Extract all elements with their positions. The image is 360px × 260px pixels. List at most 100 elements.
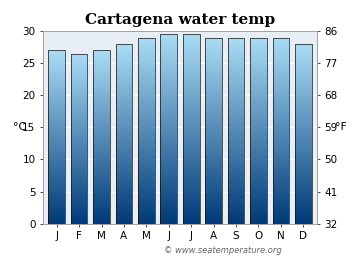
- Bar: [93, 53, 110, 55]
- Bar: [183, 94, 200, 96]
- Bar: [138, 135, 155, 137]
- Bar: [295, 153, 312, 155]
- Bar: [228, 93, 244, 95]
- Bar: [138, 51, 155, 53]
- Bar: [138, 101, 155, 103]
- Bar: [295, 123, 312, 125]
- Bar: [183, 137, 200, 139]
- Bar: [138, 120, 155, 121]
- Bar: [295, 113, 312, 114]
- Bar: [250, 81, 267, 83]
- Bar: [183, 60, 200, 61]
- Bar: [295, 126, 312, 128]
- Bar: [250, 78, 267, 80]
- Bar: [160, 105, 177, 107]
- Bar: [228, 76, 244, 78]
- Bar: [250, 41, 267, 42]
- Bar: [250, 84, 267, 86]
- Bar: [273, 196, 289, 197]
- Bar: [205, 191, 222, 193]
- Bar: [183, 203, 200, 205]
- Bar: [116, 188, 132, 189]
- Bar: [205, 45, 222, 47]
- Bar: [116, 55, 132, 56]
- Bar: [138, 73, 155, 75]
- Bar: [48, 55, 65, 56]
- Bar: [205, 106, 222, 107]
- Bar: [71, 90, 87, 92]
- Bar: [250, 50, 267, 51]
- Bar: [295, 194, 312, 195]
- Bar: [205, 151, 222, 152]
- Bar: [116, 173, 132, 174]
- Bar: [138, 129, 155, 131]
- Bar: [183, 71, 200, 72]
- Bar: [48, 130, 65, 131]
- Bar: [228, 90, 244, 92]
- Bar: [160, 60, 177, 61]
- Bar: [48, 117, 65, 118]
- Bar: [160, 153, 177, 154]
- Bar: [273, 180, 289, 182]
- Bar: [71, 119, 87, 120]
- Bar: [71, 92, 87, 93]
- Bar: [273, 114, 289, 115]
- Bar: [71, 158, 87, 160]
- Bar: [205, 200, 222, 202]
- Bar: [295, 50, 312, 51]
- Bar: [295, 180, 312, 182]
- Bar: [71, 83, 87, 85]
- Bar: [250, 114, 267, 115]
- Bar: [93, 216, 110, 218]
- Bar: [273, 48, 289, 50]
- Bar: [250, 172, 267, 174]
- Bar: [138, 59, 155, 61]
- Bar: [183, 124, 200, 126]
- Bar: [160, 151, 177, 153]
- Bar: [160, 115, 177, 116]
- Bar: [48, 128, 65, 130]
- Bar: [183, 80, 200, 82]
- Bar: [93, 61, 110, 62]
- Bar: [250, 70, 267, 72]
- Bar: [250, 44, 267, 45]
- Bar: [205, 76, 222, 78]
- Bar: [48, 135, 65, 137]
- Bar: [295, 57, 312, 59]
- Bar: [48, 75, 65, 76]
- Bar: [228, 217, 244, 219]
- Bar: [228, 120, 244, 121]
- Bar: [205, 73, 222, 75]
- Bar: [138, 58, 155, 59]
- Bar: [71, 116, 87, 117]
- Bar: [295, 206, 312, 207]
- Bar: [205, 166, 222, 168]
- Bar: [228, 98, 244, 100]
- Bar: [273, 199, 289, 200]
- Bar: [71, 183, 87, 184]
- Bar: [228, 211, 244, 213]
- Bar: [183, 181, 200, 183]
- Bar: [116, 143, 132, 144]
- Bar: [93, 127, 110, 128]
- Bar: [250, 165, 267, 166]
- Bar: [71, 222, 87, 224]
- Bar: [48, 81, 65, 82]
- Bar: [71, 100, 87, 102]
- Bar: [205, 143, 222, 145]
- Bar: [295, 161, 312, 162]
- Bar: [205, 134, 222, 135]
- Bar: [205, 59, 222, 61]
- Bar: [273, 118, 289, 120]
- Bar: [228, 205, 244, 206]
- Bar: [295, 220, 312, 222]
- Bar: [71, 65, 87, 66]
- Y-axis label: °C: °C: [13, 122, 26, 132]
- Bar: [48, 166, 65, 167]
- Bar: [93, 108, 110, 110]
- Bar: [48, 167, 65, 169]
- Bar: [160, 108, 177, 110]
- Bar: [295, 71, 312, 73]
- Bar: [250, 48, 267, 50]
- Bar: [250, 95, 267, 96]
